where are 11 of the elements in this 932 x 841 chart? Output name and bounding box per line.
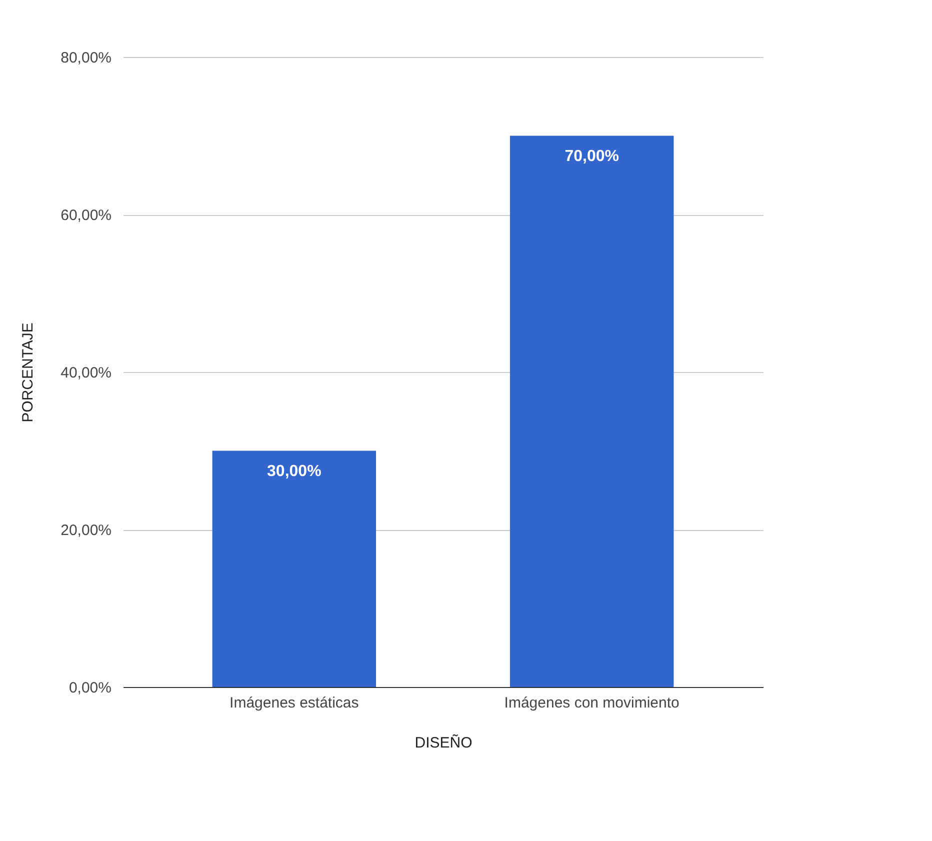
x-axis-title: DISEÑO: [414, 734, 472, 752]
data-label: 70,00%: [564, 148, 619, 165]
y-tick-label: 20,00%: [60, 522, 112, 539]
x-tick-label: Imágenes con movimiento: [504, 694, 680, 712]
y-tick-label: 40,00%: [60, 364, 112, 382]
y-tick-label: 60,00%: [60, 207, 112, 224]
y-axis-title: PORCENTAJE: [20, 322, 37, 422]
data-label: 30,00%: [267, 462, 322, 480]
y-tick-label: 0,00%: [68, 680, 112, 696]
y-tick-label: 80,00%: [60, 50, 112, 66]
x-tick-label: Imágenes estáticas: [230, 694, 359, 712]
